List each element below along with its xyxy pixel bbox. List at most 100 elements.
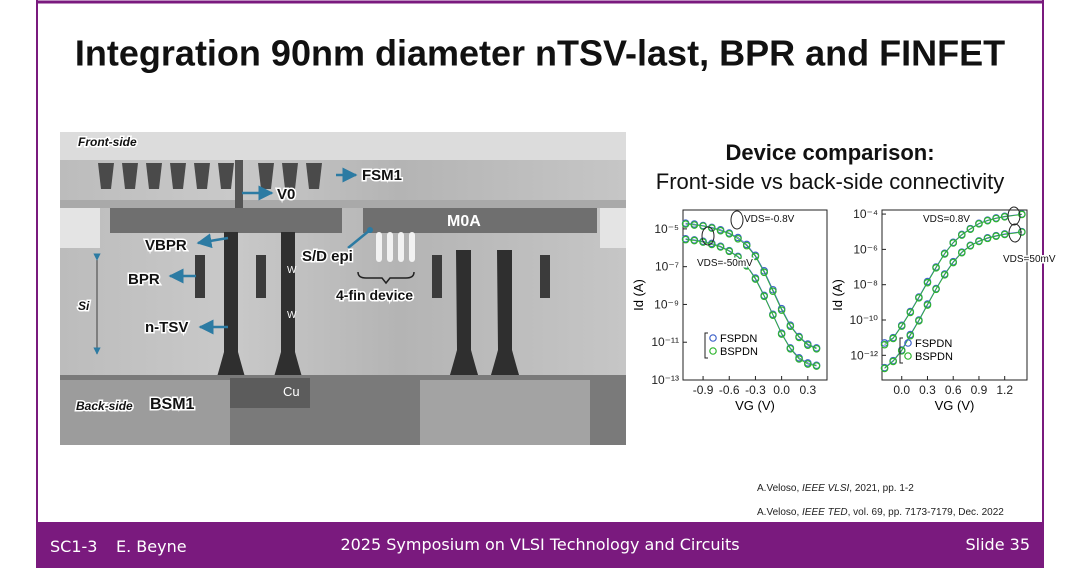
x-tick-label: -0.9 [693, 383, 714, 397]
data-point [777, 306, 786, 314]
tem-label: Cu [283, 384, 300, 399]
data-point [915, 317, 923, 325]
curve [685, 239, 817, 367]
data-point [932, 285, 940, 294]
tem-label: Si [78, 299, 90, 313]
ref-part: , 2021, pp. 1-2 [849, 483, 914, 494]
data-point [699, 222, 707, 230]
data-point [923, 301, 932, 309]
data-point [803, 341, 812, 349]
plot-frame [881, 209, 1028, 381]
y-tick-label: 10⁻¹⁰ [850, 313, 879, 327]
y-tick-label: 10⁻¹³ [651, 373, 679, 387]
footer-author: E. Beyne [116, 537, 187, 556]
data-point [725, 247, 734, 256]
data-point [751, 275, 760, 283]
data-point [690, 221, 699, 229]
data-point [992, 214, 1000, 223]
curve [884, 231, 1022, 369]
data-point [889, 334, 897, 343]
data-point [760, 268, 768, 277]
chart: 10⁻⁵ 10⁻⁷ 10⁻⁹ 10⁻¹¹ 10⁻¹³ -0.9 -0.6 -0.3 0.0 0.3… [631, 209, 828, 413]
tem-label: W [287, 310, 297, 321]
curve [884, 214, 1022, 346]
data-point [777, 330, 786, 338]
data-point [897, 322, 906, 330]
legend-label: FSPDN [915, 338, 952, 350]
data-point [725, 229, 734, 238]
legend-marker [904, 352, 912, 360]
data-point [707, 224, 716, 232]
data-point [769, 287, 777, 296]
footer-event: 2025 Symposium on VLSI Technology and Ci… [340, 535, 739, 554]
y-axis-label: Id (A) [631, 279, 646, 311]
data-point [932, 264, 940, 272]
y-tick-label: 10⁻⁴ [853, 207, 878, 221]
data-point [949, 239, 958, 247]
footer-bar [36, 522, 1044, 568]
data-point [906, 331, 915, 340]
tem-label: M0A [447, 213, 481, 230]
data-point [751, 252, 760, 261]
y-tick-label: 10⁻⁵ [654, 222, 679, 236]
annotation: VDS=50mV [1003, 254, 1056, 265]
x-tick-label: 0.0 [773, 383, 790, 397]
data-point [992, 232, 1000, 240]
data-point [880, 364, 889, 373]
data-point [983, 216, 992, 225]
data-point [803, 360, 812, 368]
plot-frame [682, 209, 828, 381]
data-point [966, 241, 975, 250]
data-point [690, 236, 699, 245]
tem-label: BSM1 [150, 396, 195, 413]
tem-label: FSM1 [362, 167, 402, 184]
x-tick-label: 1.2 [996, 383, 1013, 397]
y-axis-label: Id (A) [830, 279, 845, 311]
legend-bracket [704, 332, 708, 359]
data-point [940, 250, 949, 258]
ref-part: , vol. 69, pp. 7173-7179, Dec. 2022 [848, 507, 1005, 518]
data-point [795, 333, 803, 342]
curve [884, 231, 1022, 369]
data-point [786, 322, 795, 331]
legend-bracket [899, 337, 903, 364]
x-tick-label: 0.6 [945, 383, 962, 397]
annotation: VDS=-50mV [697, 258, 753, 269]
x-axis-label: VG (V) [935, 398, 975, 413]
annotation-marker [1007, 206, 1021, 226]
tem-label: V0 [277, 186, 295, 203]
data-point [983, 234, 992, 243]
tem-image: Front-side FSM1 V0 M0A VBPR S/D epi BPR … [60, 132, 626, 445]
x-tick-label: 0.3 [919, 383, 936, 397]
data-point [742, 262, 751, 270]
data-point [734, 253, 742, 261]
data-point [1018, 210, 1026, 219]
data-point [681, 235, 690, 244]
x-tick-label: 0.9 [971, 383, 988, 397]
annotation: VDS=0.8V [923, 214, 970, 225]
data-point [1018, 228, 1026, 236]
x-tick-label: 0.0 [893, 383, 910, 397]
data-point [915, 294, 923, 302]
data-point [742, 241, 751, 250]
data-point [957, 231, 966, 239]
tem-label: BPR [128, 271, 160, 288]
footer-code: SC1-3 [50, 537, 97, 556]
y-tick-label: 10⁻⁸ [853, 278, 878, 292]
legend-label: FSPDN [720, 333, 757, 345]
x-tick-label: 0.3 [799, 383, 816, 397]
x-tick-label: -0.3 [745, 383, 766, 397]
tem-label: S/D epi [302, 248, 353, 265]
data-point [975, 220, 983, 228]
data-point [906, 308, 915, 317]
data-point [681, 220, 690, 228]
tem-label: n-TSV [145, 319, 188, 336]
data-point [716, 243, 725, 251]
legend-marker [904, 339, 912, 347]
y-tick-label: 10⁻⁶ [853, 242, 878, 256]
data-point [923, 278, 932, 287]
data-point [966, 225, 975, 233]
data-point [716, 226, 725, 235]
